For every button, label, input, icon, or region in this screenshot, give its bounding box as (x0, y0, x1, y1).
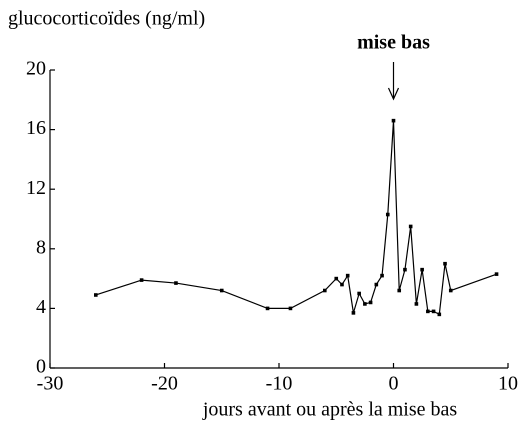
x-tick-label: 0 (389, 373, 399, 395)
data-point (420, 267, 424, 272)
data-point (357, 291, 361, 296)
data-point (408, 224, 413, 229)
data-point (363, 302, 367, 306)
y-tick-label: 8 (36, 236, 46, 258)
x-tick-label: -20 (151, 373, 178, 395)
y-tick-label: 16 (26, 117, 46, 139)
data-point (139, 278, 144, 282)
y-tick-label: 0 (36, 356, 46, 378)
data-point (334, 276, 339, 281)
data-point (340, 282, 344, 287)
data-point (414, 302, 419, 306)
data-point (391, 118, 396, 123)
x-tick-label: -10 (266, 373, 293, 395)
data-point (397, 288, 402, 293)
annotation-arrowhead (387, 87, 400, 101)
x-tick-label: -30 (37, 373, 64, 395)
annotation: mise bas (357, 32, 430, 54)
data-point (437, 312, 442, 317)
data-point (426, 309, 430, 314)
x-tick-label: 10 (498, 373, 518, 395)
data-point (94, 293, 98, 297)
data-point (368, 300, 373, 305)
data-point (494, 272, 499, 276)
data-point (431, 309, 436, 314)
y-tick-label: 12 (26, 177, 46, 199)
data-point (385, 212, 390, 217)
x-axis-label: jours avant ou après la mise bas (202, 399, 458, 421)
data-point (265, 306, 270, 311)
data-point (323, 288, 327, 293)
data-line (95, 120, 497, 316)
data-point (174, 281, 178, 285)
data-point (448, 288, 453, 293)
data-point (374, 282, 379, 287)
y-tick-label: 4 (36, 296, 46, 318)
y-axis-label: glucocorticoïdes (ng/ml) (8, 8, 205, 30)
data-point (345, 273, 350, 278)
data-point (351, 311, 356, 315)
data-point (403, 267, 407, 272)
data-point (380, 273, 384, 278)
data-point (219, 288, 224, 293)
data-point (443, 261, 447, 266)
y-tick-label: 20 (26, 58, 46, 80)
data-point (288, 306, 293, 311)
